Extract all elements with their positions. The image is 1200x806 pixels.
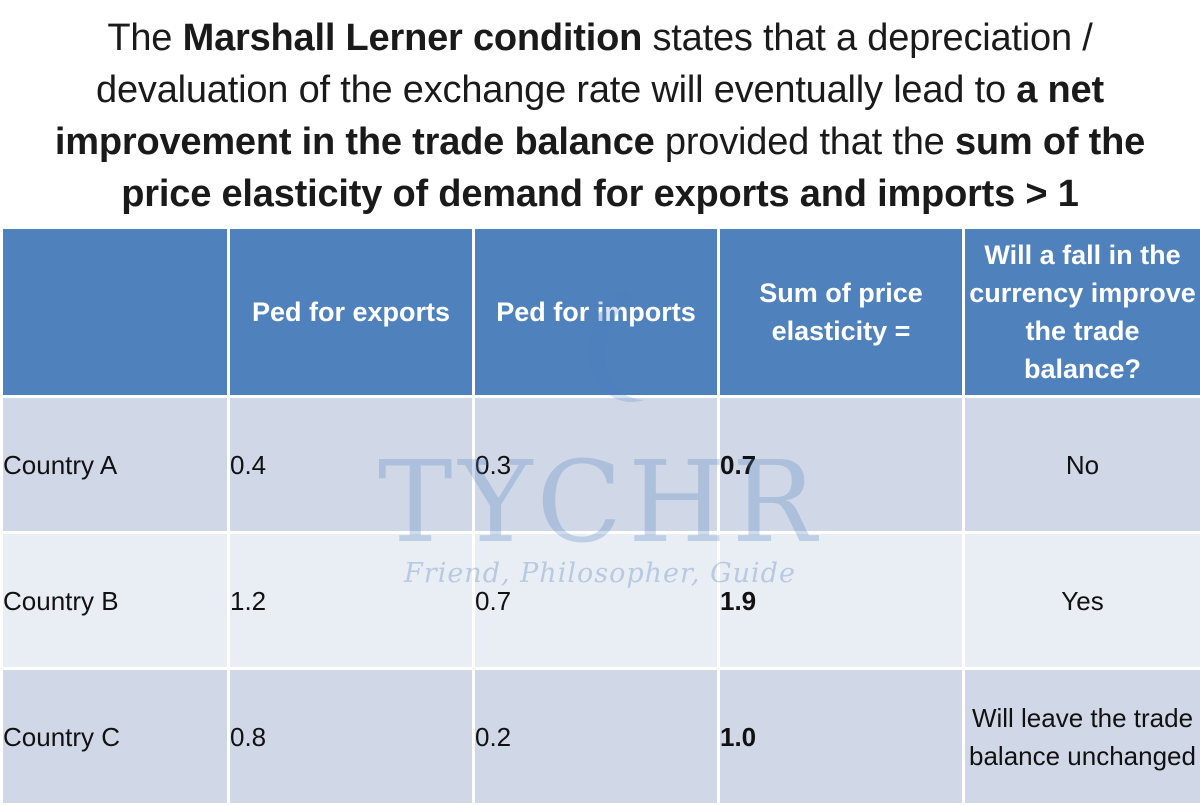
sum-cell: 0.7 (719, 397, 964, 533)
headline-part: provided that the (655, 121, 955, 163)
ped-exports-cell: 0.4 (229, 397, 474, 533)
sum-cell: 1.0 (719, 669, 964, 805)
table-row: Country B 1.2 0.7 1.9 Yes (2, 533, 1200, 669)
verdict-cell: Will leave the trade balance unchanged (964, 669, 1200, 805)
header-sum-elasticity-label: Sum of price elasticity = (720, 274, 962, 350)
country-cell: Country A (2, 397, 229, 533)
elasticity-table: Ped for exports Ped for imports Sum of p… (0, 226, 1200, 806)
header-ped-imports-label: Ped for imports (475, 293, 717, 331)
header-verdict: Will a fall in the currency improve the … (964, 228, 1200, 397)
header-verdict-label: Will a fall in the currency improve the … (965, 236, 1200, 388)
header-blank (2, 228, 229, 397)
ped-exports-cell: 0.8 (229, 669, 474, 805)
header-ped-imports: Ped for imports (474, 228, 719, 397)
ped-imports-cell: 0.3 (474, 397, 719, 533)
ped-exports-cell: 1.2 (229, 533, 474, 669)
ped-imports-cell: 0.2 (474, 669, 719, 805)
header-ped-exports: Ped for exports (229, 228, 474, 397)
headline: The Marshall Lerner condition states tha… (0, 0, 1200, 226)
table-row: Country C 0.8 0.2 1.0 Will leave the tra… (2, 669, 1200, 805)
header-ped-exports-label: Ped for exports (230, 293, 472, 331)
headline-bold: Marshall Lerner condition (183, 17, 643, 59)
verdict-cell: No (964, 397, 1200, 533)
country-cell: Country B (2, 533, 229, 669)
sum-cell: 1.9 (719, 533, 964, 669)
table-row: Country A 0.4 0.3 0.7 No (2, 397, 1200, 533)
ped-imports-cell: 0.7 (474, 533, 719, 669)
headline-part: The (107, 17, 182, 59)
table-header-row: Ped for exports Ped for imports Sum of p… (2, 228, 1200, 397)
country-cell: Country C (2, 669, 229, 805)
headline-text: The Marshall Lerner condition states tha… (14, 12, 1186, 220)
header-sum-elasticity: Sum of price elasticity = (719, 228, 964, 397)
verdict-cell: Yes (964, 533, 1200, 669)
